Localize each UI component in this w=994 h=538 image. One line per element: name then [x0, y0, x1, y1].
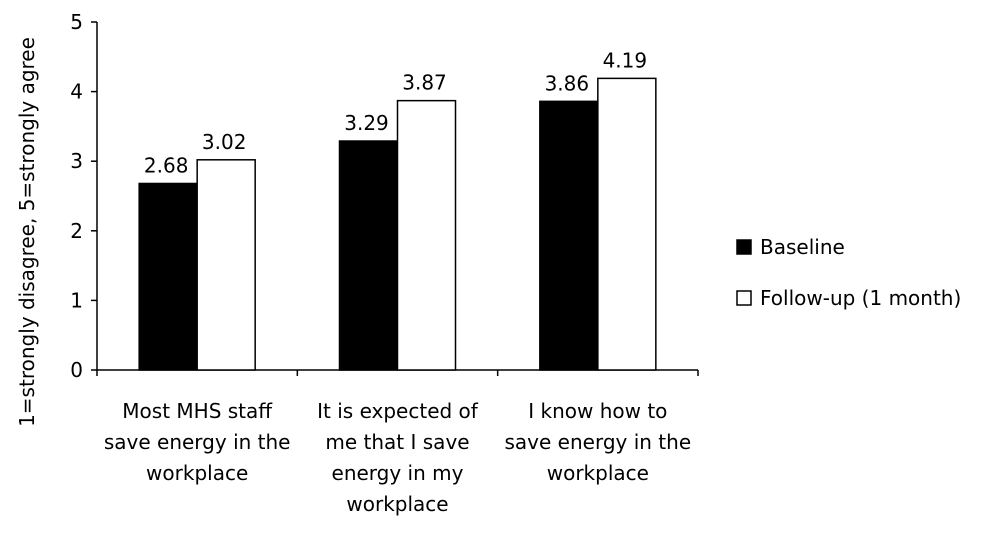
bar — [196, 159, 256, 371]
bar — [597, 77, 657, 371]
x-tick-label: I know how to save energy in the workplace — [505, 399, 692, 485]
x-tick-label: Most MHS staff save energy in the workplac… — [104, 399, 291, 485]
y-tick-label: 1 — [70, 288, 83, 312]
data-label: 3.87 — [402, 71, 447, 95]
y-tick-label: 2 — [70, 219, 83, 243]
data-label: 2.68 — [144, 153, 189, 177]
x-tick-label-line: Most MHS staff — [122, 399, 273, 423]
data-label: 4.19 — [603, 48, 648, 72]
legend: Baseline Follow-up (1 month) — [736, 235, 961, 310]
y-tick-label: 4 — [70, 80, 83, 104]
y-axis-title: 1=strongly disagree, 5=strongly agree — [15, 37, 39, 427]
x-tick-label: It is expected of me that I save energy in… — [317, 399, 479, 516]
x-tick-label-line: I know how to — [528, 399, 667, 423]
x-tick-label-line: energy in my — [332, 461, 464, 485]
value-labels: 2.68 3.02 3.29 3.87 3.86 4.19 — [144, 48, 647, 177]
legend-label-follow-up: Follow-up (1 month) — [760, 286, 961, 310]
legend-swatch-baseline — [736, 239, 752, 255]
bar — [539, 100, 599, 371]
y-tick-label: 5 — [70, 10, 83, 34]
data-label: 3.86 — [545, 71, 590, 95]
data-label: 3.02 — [202, 130, 247, 154]
bar — [396, 99, 457, 371]
x-tick-label-line: workplace — [146, 461, 248, 485]
legend-label-baseline: Baseline — [760, 235, 845, 259]
x-tick-label-line: me that I save — [325, 430, 469, 454]
category-labels: Most MHS staff save energy in the workplac… — [104, 399, 691, 516]
x-tick-label-line: It is expected of — [317, 399, 479, 423]
legend-swatch-follow-up — [736, 290, 752, 306]
x-tick-label-line: workplace — [547, 461, 649, 485]
bar — [138, 182, 198, 371]
bar — [338, 140, 399, 371]
x-tick-label-line: workplace — [346, 492, 448, 516]
y-tick-label: 3 — [70, 149, 83, 173]
y-tick-label: 0 — [70, 358, 83, 382]
x-tick-label-line: save energy in the — [104, 430, 291, 454]
x-tick-label-line: save energy in the — [505, 430, 692, 454]
data-label: 3.29 — [344, 111, 389, 135]
bars — [138, 77, 657, 371]
